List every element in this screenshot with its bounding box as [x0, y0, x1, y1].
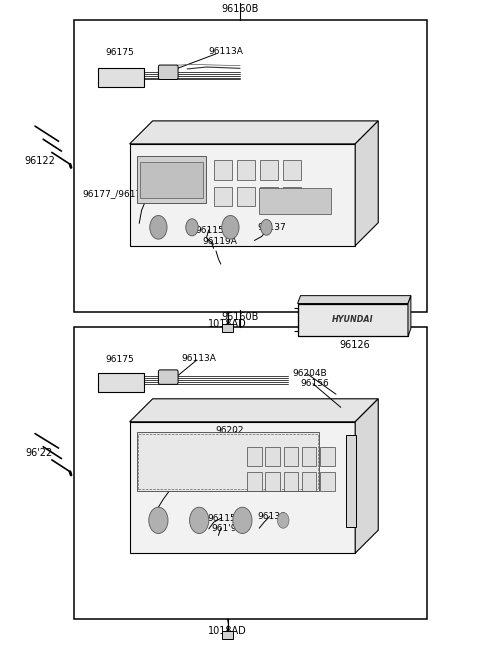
Text: 96115B: 96115B — [207, 514, 242, 523]
Bar — [302, 447, 316, 466]
Text: 96177_/96177R: 96177_/96177R — [83, 189, 154, 198]
Bar — [74, 20, 427, 312]
Text: 96113A: 96113A — [181, 354, 216, 363]
Text: 96175: 96175 — [106, 48, 134, 57]
Bar — [98, 68, 144, 87]
Text: 96204B: 96204B — [293, 369, 327, 378]
Circle shape — [222, 215, 239, 239]
Text: 961'9A: 961'9A — [211, 524, 243, 533]
Bar — [214, 187, 232, 206]
Bar — [130, 144, 355, 246]
Bar — [137, 156, 206, 203]
Bar — [260, 187, 278, 206]
Bar — [222, 324, 233, 332]
Bar — [265, 472, 280, 491]
Text: 96175: 96175 — [106, 355, 134, 364]
Bar — [284, 472, 298, 491]
Bar — [214, 160, 232, 180]
Text: 96202: 96202 — [215, 426, 243, 436]
Text: 96119A: 96119A — [203, 237, 238, 246]
Circle shape — [186, 219, 198, 236]
Circle shape — [149, 507, 168, 533]
Polygon shape — [130, 399, 378, 422]
Text: 96160B: 96160B — [221, 312, 259, 322]
Text: HYUNDAI: HYUNDAI — [332, 315, 373, 325]
Circle shape — [277, 512, 289, 528]
Circle shape — [233, 507, 252, 533]
Bar — [130, 422, 355, 553]
Bar — [138, 434, 318, 489]
Text: 1018AD: 1018AD — [208, 626, 247, 636]
Bar — [259, 188, 331, 214]
Bar — [284, 447, 298, 466]
Text: 96126: 96126 — [340, 340, 371, 350]
FancyBboxPatch shape — [158, 370, 178, 384]
Text: 96122: 96122 — [24, 156, 55, 166]
Bar — [74, 327, 427, 619]
Bar — [137, 432, 319, 491]
Circle shape — [190, 507, 209, 533]
Text: 96'22: 96'22 — [26, 448, 53, 459]
Bar — [320, 447, 335, 466]
FancyBboxPatch shape — [158, 65, 178, 79]
Bar — [265, 447, 280, 466]
Bar — [346, 435, 356, 527]
Bar — [283, 187, 301, 206]
Bar — [98, 373, 144, 392]
Text: 96124B: 96124B — [159, 483, 194, 492]
Bar — [302, 472, 316, 491]
Polygon shape — [355, 399, 378, 553]
Circle shape — [150, 215, 167, 239]
Text: 96137: 96137 — [257, 223, 286, 232]
Text: 96136: 96136 — [257, 512, 286, 521]
Circle shape — [261, 219, 272, 235]
Text: 96113A: 96113A — [209, 47, 244, 57]
Polygon shape — [355, 121, 378, 246]
Bar — [222, 631, 233, 639]
Bar — [283, 160, 301, 180]
Bar — [298, 304, 408, 336]
Text: 1018AD: 1018AD — [208, 319, 247, 329]
Bar — [237, 160, 255, 180]
Bar — [140, 162, 203, 198]
Text: 96156: 96156 — [300, 379, 329, 388]
Polygon shape — [130, 121, 378, 144]
Polygon shape — [408, 296, 411, 336]
Bar — [260, 160, 278, 180]
Bar — [237, 187, 255, 206]
Text: 96160B: 96160B — [221, 5, 259, 14]
Bar — [247, 472, 262, 491]
Bar — [320, 472, 335, 491]
Polygon shape — [298, 296, 411, 304]
Text: 96115B: 96115B — [196, 226, 231, 235]
Bar — [247, 447, 262, 466]
